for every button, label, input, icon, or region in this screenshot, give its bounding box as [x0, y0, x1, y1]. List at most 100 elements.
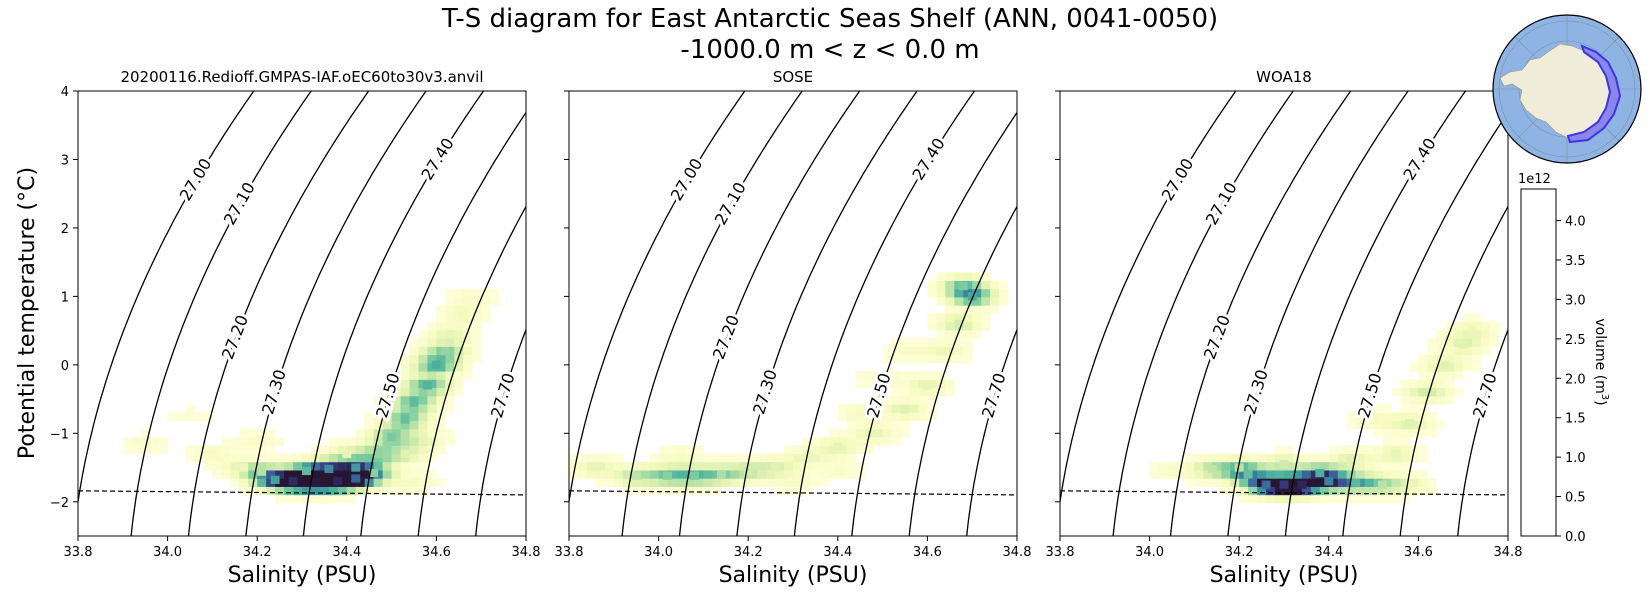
density-bin [1382, 404, 1392, 413]
density-bin [1301, 461, 1312, 471]
density-bin [721, 453, 731, 463]
density-bin [355, 453, 366, 463]
density-bin [873, 437, 883, 446]
density-bin [1194, 461, 1204, 471]
density-bin [891, 338, 901, 347]
density-bin [721, 461, 731, 471]
density-bin [1364, 404, 1374, 413]
density-bin [337, 445, 348, 454]
density-bin [1266, 494, 1276, 504]
density-bin [882, 428, 892, 438]
density-bin [454, 346, 464, 356]
density-bin [230, 461, 240, 471]
density-bin [490, 297, 500, 306]
density-bin [676, 461, 686, 471]
heatmap-cell [716, 470, 726, 479]
density-bin [775, 453, 785, 463]
heatmap-cell [387, 432, 397, 441]
density-bin [909, 395, 919, 405]
density-bin [855, 461, 866, 471]
density-bin [1355, 412, 1366, 422]
density-bin [1481, 321, 1491, 331]
y-tick-label: 3 [61, 153, 69, 168]
density-bin [1284, 494, 1294, 504]
density-bin [990, 280, 1000, 290]
density-bin [810, 453, 821, 463]
density-bin [703, 478, 713, 487]
density-bin [909, 354, 919, 364]
density-bin [427, 412, 437, 422]
density-bin [1221, 461, 1231, 471]
heatmap-cell [270, 475, 280, 484]
density-bin [454, 371, 464, 380]
density-bin [936, 280, 946, 290]
density-bin [427, 395, 437, 405]
region-inset-map [1492, 14, 1642, 164]
density-bin [936, 329, 946, 339]
density-bin [382, 404, 392, 413]
density-bin [1328, 478, 1339, 487]
density-bin [954, 297, 964, 306]
density-bin [1472, 338, 1482, 347]
density-bin [927, 288, 937, 298]
colorbar-tick-label: 0.5 [1565, 491, 1586, 506]
density-bin [631, 461, 642, 471]
density-bin [721, 478, 731, 487]
density-bin [436, 478, 446, 487]
density-bin [418, 420, 428, 430]
density-bin [1418, 470, 1428, 479]
density-bin [1454, 387, 1464, 397]
heatmap-cell [1261, 480, 1271, 489]
heatmap-cell [409, 398, 419, 407]
density-bin [409, 445, 419, 454]
density-bin [1194, 478, 1204, 487]
density-bin [1400, 437, 1410, 446]
density-bin [1436, 338, 1446, 347]
density-bin [1400, 470, 1410, 479]
density-bin [945, 354, 955, 364]
density-bin [855, 428, 866, 438]
density-bin [846, 412, 857, 422]
density-bin [427, 420, 437, 430]
density-bin [945, 297, 955, 306]
density-bin [595, 453, 606, 463]
density-bin [676, 445, 686, 454]
density-bin [891, 437, 901, 446]
density-bin [1382, 478, 1392, 487]
density-bin [739, 453, 749, 463]
density-bin [328, 494, 339, 504]
density-bin [1391, 437, 1401, 446]
density-bin [1373, 453, 1383, 463]
density-bin [819, 445, 830, 454]
density-bin [1167, 461, 1177, 471]
density-bin [1355, 486, 1366, 496]
heatmap-cell [958, 282, 968, 291]
density-bin [1463, 346, 1473, 356]
density-bin [230, 437, 240, 446]
density-bin [712, 486, 722, 496]
density-bin [445, 297, 455, 306]
density-bin [766, 453, 776, 463]
heatmap-cell [591, 463, 601, 472]
density-bin [1382, 453, 1392, 463]
density-bin [694, 445, 704, 454]
y-axis-label: Potential temperature (°C) [15, 167, 40, 459]
density-bin [1382, 428, 1392, 438]
y-tick-label: 0 [61, 359, 69, 374]
density-bin [454, 379, 464, 389]
density-bin [963, 346, 973, 356]
density-bin [1382, 445, 1392, 454]
density-bin [409, 412, 419, 422]
density-bin [954, 288, 964, 298]
density-bin [828, 437, 839, 446]
density-bin [757, 478, 767, 487]
density-bin [900, 428, 910, 438]
density-bin [364, 428, 375, 438]
density-bin [1239, 486, 1249, 496]
colorbar-ticks: 0.0 0.5 1.0 1.5 2.0 2.5 3.0 3.5 4.0 [1556, 215, 1586, 545]
density-bin [649, 486, 659, 496]
density-bin [409, 387, 419, 397]
density-bin [936, 272, 946, 281]
density-bin [1319, 461, 1330, 471]
density-contours [1060, 91, 1508, 536]
